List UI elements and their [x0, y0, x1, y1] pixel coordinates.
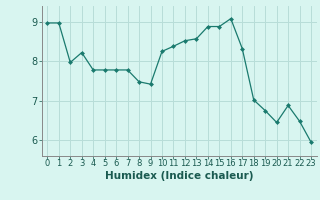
X-axis label: Humidex (Indice chaleur): Humidex (Indice chaleur)	[105, 171, 253, 181]
